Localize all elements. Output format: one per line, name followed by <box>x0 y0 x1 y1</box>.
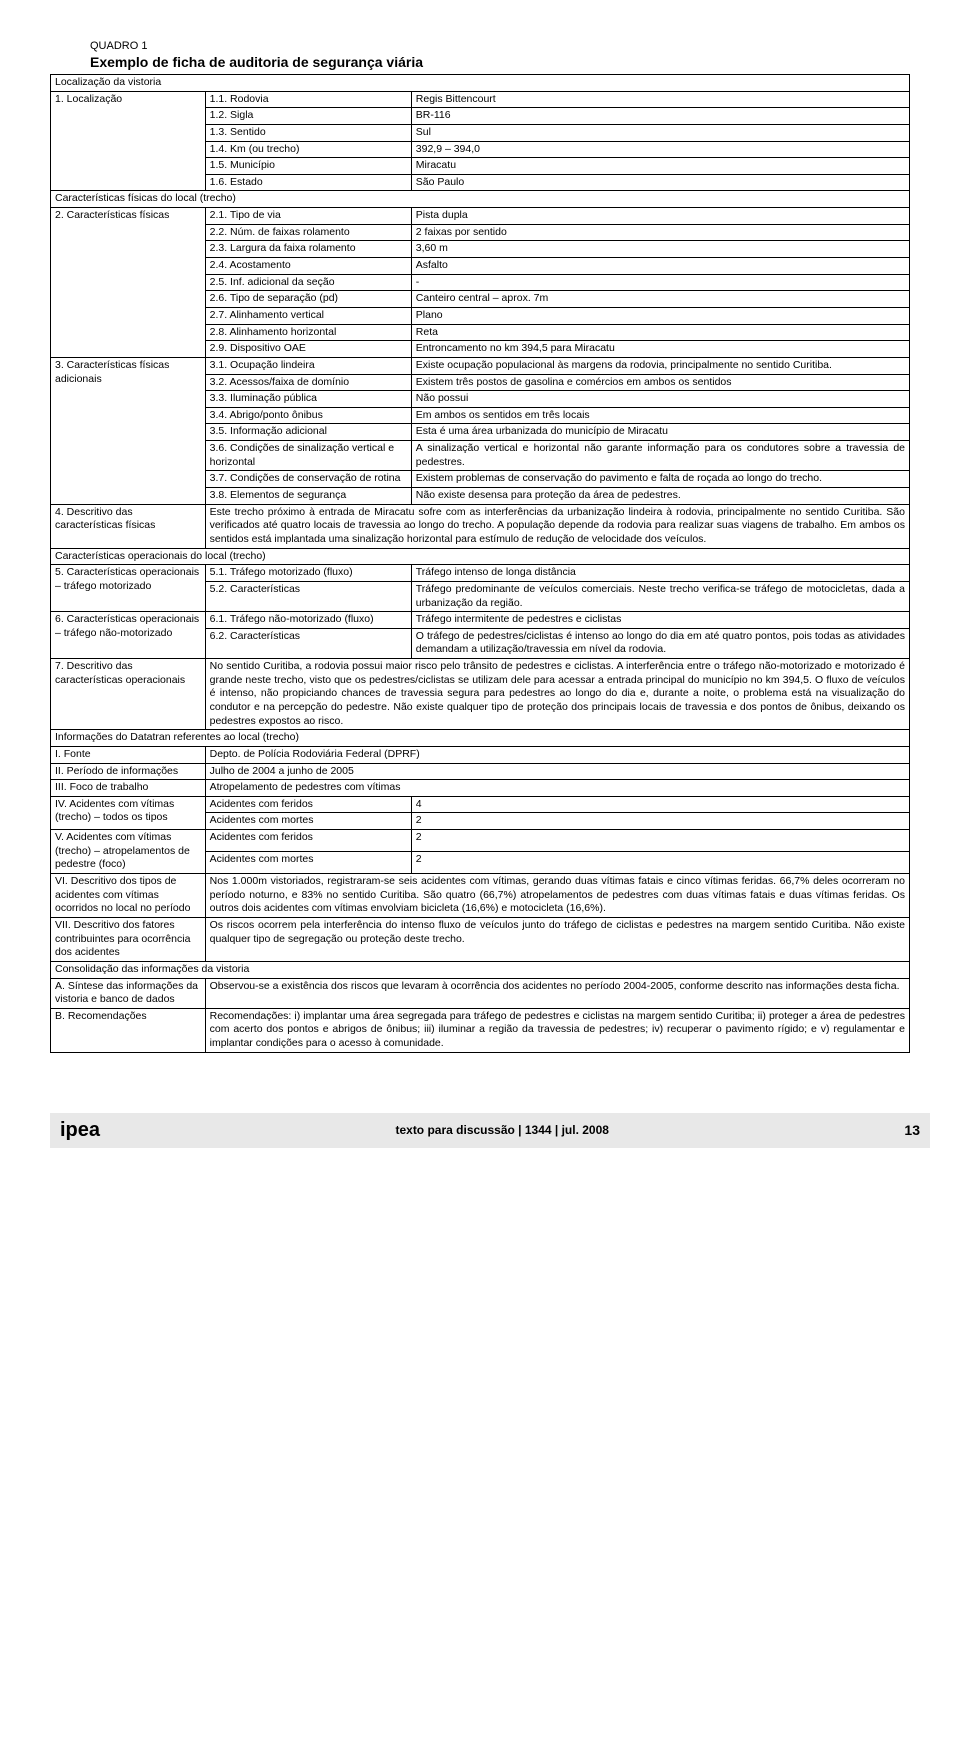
footer-logo: ipea <box>60 1119 100 1142</box>
c-3-2-a: 3.2. Acessos/faixa de domínio <box>205 374 411 391</box>
c-2-9-a: 2.9. Dispositivo OAE <box>205 341 411 358</box>
row6-label: 6. Características operacionais – tráfeg… <box>51 612 206 659</box>
c-2-8-a: 2.8. Alinhamento horizontal <box>205 324 411 341</box>
c-2-5-b: - <box>411 274 909 291</box>
c-4-text: Este trecho próximo à entrada de Miracat… <box>205 504 909 548</box>
c-I-b: Depto. de Polícia Rodoviária Federal (DP… <box>205 746 909 763</box>
c-7-text: No sentido Curitiba, a rodovia possui ma… <box>205 659 909 730</box>
c-3-8-a: 3.8. Elementos de segurança <box>205 488 411 505</box>
c-V-1-b: 2 <box>411 830 909 852</box>
c-IV-2-b: 2 <box>411 813 909 830</box>
c-1-3-b: Sul <box>411 124 909 141</box>
sec2-header: Características físicas do local (trecho… <box>51 191 910 208</box>
c-3-7-b: Existem problemas de conservação do pavi… <box>411 471 909 488</box>
c-5-1-b: Tráfego intenso de longa distância <box>411 565 909 582</box>
row1-label: 1. Localização <box>51 91 206 191</box>
row4-label: 4. Descritivo das características física… <box>51 504 206 548</box>
c-2-2-b: 2 faixas por sentido <box>411 224 909 241</box>
footer-page-number: 13 <box>904 1122 920 1138</box>
quadro-title: Exemplo de ficha de auditoria de seguran… <box>90 54 910 70</box>
c-3-5-a: 3.5. Informação adicional <box>205 424 411 441</box>
c-5-1-a: 5.1. Tráfego motorizado (fluxo) <box>205 565 411 582</box>
c-5-2-b: Tráfego predominante de veículos comerci… <box>411 581 909 611</box>
c-3-6-b: A sinalização vertical e horizontal não … <box>411 441 909 471</box>
c-2-6-b: Canteiro central – aprox. 7m <box>411 291 909 308</box>
c-3-3-b: Não possui <box>411 391 909 408</box>
c-II-a: II. Período de informações <box>51 763 206 780</box>
c-3-1-b: Existe ocupação populacional às margens … <box>411 357 909 374</box>
c-2-6-a: 2.6. Tipo de separação (pd) <box>205 291 411 308</box>
c-1-4-b: 392,9 – 394,0 <box>411 141 909 158</box>
c-3-5-b: Esta é uma área urbanizada do município … <box>411 424 909 441</box>
row2-label: 2. Características físicas <box>51 208 206 358</box>
sec5-header: Consolidação das informações da vistoria <box>51 961 910 978</box>
c-2-1-b: Pista dupla <box>411 208 909 225</box>
c-3-4-a: 3.4. Abrigo/ponto ônibus <box>205 407 411 424</box>
c-V-1-a: Acidentes com feridos <box>205 830 411 852</box>
c-1-3-a: 1.3. Sentido <box>205 124 411 141</box>
c-B-b: Recomendações: i) implantar uma área seg… <box>205 1008 909 1052</box>
c-3-4-b: Em ambos os sentidos em três locais <box>411 407 909 424</box>
c-I-a: I. Fonte <box>51 746 206 763</box>
c-A-b: Observou-se a existência dos riscos que … <box>205 978 909 1008</box>
c-IV-1-a: Acidentes com feridos <box>205 796 411 813</box>
footer-doc-title: texto para discussão | 1344 | jul. 2008 <box>100 1123 904 1137</box>
c-2-9-b: Entroncamento no km 394,5 para Miracatu <box>411 341 909 358</box>
c-2-7-a: 2.7. Alinhamento vertical <box>205 307 411 324</box>
row7-label: 7. Descritivo das características operac… <box>51 659 206 730</box>
audit-table: Localização da vistoria 1. Localização 1… <box>50 74 910 1053</box>
c-3-3-a: 3.3. Iluminação pública <box>205 391 411 408</box>
c-VII-b: Os riscos ocorrem pela interferência do … <box>205 917 909 961</box>
page-footer: ipea texto para discussão | 1344 | jul. … <box>50 1113 930 1148</box>
c-1-1-a: 1.1. Rodovia <box>205 91 411 108</box>
c-IV-2-a: Acidentes com mortes <box>205 813 411 830</box>
c-VI-b: Nos 1.000m vistoriados, registraram-se s… <box>205 874 909 918</box>
row3-label: 3. Características físicas adicionais <box>51 357 206 504</box>
c-1-2-a: 1.2. Sigla <box>205 108 411 125</box>
c-V-2-b: 2 <box>411 852 909 874</box>
c-1-5-a: 1.5. Município <box>205 158 411 175</box>
c-IV-a: IV. Acidentes com vítimas (trecho) – tod… <box>51 796 206 829</box>
sec4-header: Informações do Datatran referentes ao lo… <box>51 730 910 747</box>
c-6-1-b: Tráfego intermitente de pedestres e cicl… <box>411 612 909 629</box>
c-2-7-b: Plano <box>411 307 909 324</box>
c-1-5-b: Miracatu <box>411 158 909 175</box>
c-3-1-a: 3.1. Ocupação lindeira <box>205 357 411 374</box>
c-1-6-a: 1.6. Estado <box>205 174 411 191</box>
c-2-3-a: 2.3. Largura da faixa rolamento <box>205 241 411 258</box>
c-6-2-b: O tráfego de pedestres/ciclistas é inten… <box>411 628 909 658</box>
c-2-8-b: Reta <box>411 324 909 341</box>
c-2-5-a: 2.5. Inf. adicional da seção <box>205 274 411 291</box>
c-III-a: III. Foco de trabalho <box>51 780 206 797</box>
c-VII-a: VII. Descritivo dos fatores contribuinte… <box>51 917 206 961</box>
quadro-label: QUADRO 1 <box>90 40 910 52</box>
c-3-2-b: Existem três postos de gasolina e comérc… <box>411 374 909 391</box>
c-II-b: Julho de 2004 a junho de 2005 <box>205 763 909 780</box>
c-V-2-a: Acidentes com mortes <box>205 852 411 874</box>
c-1-6-b: São Paulo <box>411 174 909 191</box>
c-A-a: A. Síntese das informações da vistoria e… <box>51 978 206 1008</box>
c-6-2-a: 6.2. Características <box>205 628 411 658</box>
c-IV-1-b: 4 <box>411 796 909 813</box>
c-1-1-b: Regis Bittencourt <box>411 91 909 108</box>
c-VI-a: VI. Descritivo dos tipos de acidentes co… <box>51 874 206 918</box>
c-III-b: Atropelamento de pedestres com vítimas <box>205 780 909 797</box>
c-2-4-a: 2.4. Acostamento <box>205 258 411 275</box>
c-6-1-a: 6.1. Tráfego não-motorizado (fluxo) <box>205 612 411 629</box>
sec1-header: Localização da vistoria <box>51 75 910 92</box>
c-3-6-a: 3.6. Condições de sinalização vertical e… <box>205 441 411 471</box>
c-3-8-b: Não existe desensa para proteção da área… <box>411 488 909 505</box>
c-2-2-a: 2.2. Núm. de faixas rolamento <box>205 224 411 241</box>
c-1-4-a: 1.4. Km (ou trecho) <box>205 141 411 158</box>
row5-label: 5. Características operacionais – tráfeg… <box>51 565 206 612</box>
c-B-a: B. Recomendações <box>51 1008 206 1052</box>
sec3-header: Características operacionais do local (t… <box>51 548 910 565</box>
c-2-4-b: Asfalto <box>411 258 909 275</box>
c-3-7-a: 3.7. Condições de conservação de rotina <box>205 471 411 488</box>
c-2-1-a: 2.1. Tipo de via <box>205 208 411 225</box>
c-5-2-a: 5.2. Características <box>205 581 411 611</box>
c-V-a: V. Acidentes com vítimas (trecho) – atro… <box>51 830 206 874</box>
c-1-2-b: BR-116 <box>411 108 909 125</box>
c-2-3-b: 3,60 m <box>411 241 909 258</box>
